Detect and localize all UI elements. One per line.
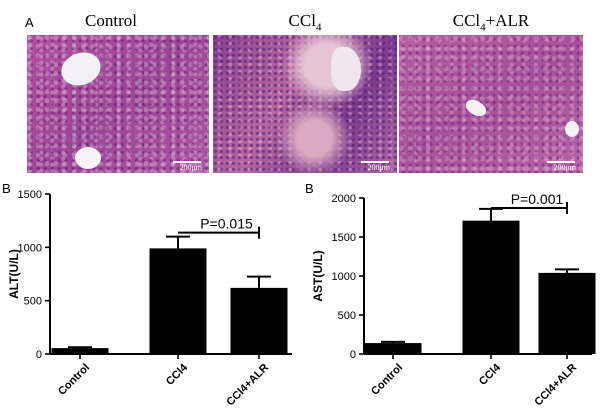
alt-ytick-label-2: 1000 bbox=[18, 242, 42, 254]
ast-bar-2 bbox=[538, 272, 596, 354]
ast-ytick-label-4: 2000 bbox=[332, 193, 356, 205]
micrograph-title-ccl4-alr-sub: 4 bbox=[480, 21, 486, 34]
scale-label-control: 200μm bbox=[179, 163, 202, 172]
ast-category-label-2: CCl4+ALR bbox=[532, 362, 579, 409]
micrograph-title-ccl4: CCl4 bbox=[213, 11, 397, 33]
panel-letter-b-right: B bbox=[305, 181, 314, 196]
ast-ytick-label-3: 1500 bbox=[332, 232, 356, 244]
ast-sig-label: P=0.001 bbox=[511, 191, 564, 207]
scale-bar-control bbox=[173, 161, 201, 163]
ast-chart-svg: 0 500 1000 1500 2000 AST(U/L) Control CCl4 CCl4+… bbox=[311, 191, 596, 409]
micrograph-title-ccl4-alr-suffix: +ALR bbox=[485, 11, 530, 30]
alt-bar-1 bbox=[149, 248, 207, 354]
micrograph-title-ccl4-sub: 4 bbox=[315, 21, 322, 34]
alt-category-label-0: Control bbox=[56, 362, 92, 398]
panel-letter-a: A bbox=[25, 15, 34, 30]
micrograph-control: 200μm bbox=[27, 35, 209, 173]
alt-ytick-label-3: 1500 bbox=[18, 189, 42, 201]
scale-label-ccl4-alr: 200μm bbox=[553, 163, 576, 172]
alt-bar-0 bbox=[51, 348, 109, 354]
alt-category-label-1: CCl4 bbox=[164, 361, 191, 388]
micrograph-title-control-text: Control bbox=[85, 11, 137, 30]
fibrotic-region bbox=[331, 47, 361, 91]
micrograph-title-ccl4-alr-text: CCl bbox=[452, 11, 481, 30]
ast-ytick-label-1: 500 bbox=[338, 310, 356, 322]
ast-ylabel: AST(U/L) bbox=[311, 250, 325, 301]
ast-bar-0 bbox=[364, 343, 422, 354]
vein-edge bbox=[565, 121, 579, 137]
alt-bar-2 bbox=[230, 287, 288, 354]
ast-ytick-label-0: 0 bbox=[350, 349, 356, 361]
micrograph-title-control: Control bbox=[26, 11, 196, 33]
ast-bar-1 bbox=[462, 220, 520, 354]
micrograph-ccl4-alr: 200μm bbox=[399, 35, 583, 173]
alt-category-label-2: CCl4+ALR bbox=[224, 362, 271, 409]
panel-letter-b-left: B bbox=[2, 181, 11, 196]
scale-bar-ccl4 bbox=[361, 161, 389, 163]
alt-sig-label: P=0.015 bbox=[200, 216, 253, 232]
micrograph-ccl4: 200μm bbox=[213, 35, 397, 173]
alt-ytick-label-0: 0 bbox=[36, 349, 42, 361]
alt-ytick-label-1: 500 bbox=[24, 296, 42, 308]
micrograph-title-ccl4-alr: CCl4+ALR bbox=[399, 11, 583, 33]
alt-chart-svg: 0 500 1000 1500 ALT(U/L) Control CCl4 CCl4+ALR P… bbox=[7, 189, 292, 409]
scale-label-ccl4: 200μm bbox=[367, 163, 390, 172]
alt-chart: 0 500 1000 1500 ALT(U/L) Control CCl4 CCl4+ALR P… bbox=[0, 178, 300, 413]
ast-category-label-1: CCl4 bbox=[477, 361, 504, 388]
ast-chart: 0 500 1000 1500 2000 AST(U/L) Control CCl4 CCl4+… bbox=[300, 178, 600, 413]
alt-ylabel: ALT(U/L) bbox=[7, 249, 21, 299]
ast-ytick-label-2: 1000 bbox=[332, 271, 356, 283]
central-vein-lower bbox=[75, 147, 101, 169]
central-vein-upper bbox=[56, 47, 106, 91]
scale-bar-ccl4-alr bbox=[547, 161, 575, 163]
micrograph-title-ccl4-text: CCl bbox=[288, 11, 316, 30]
vein-center bbox=[462, 96, 490, 120]
ast-category-label-0: Control bbox=[369, 362, 405, 398]
